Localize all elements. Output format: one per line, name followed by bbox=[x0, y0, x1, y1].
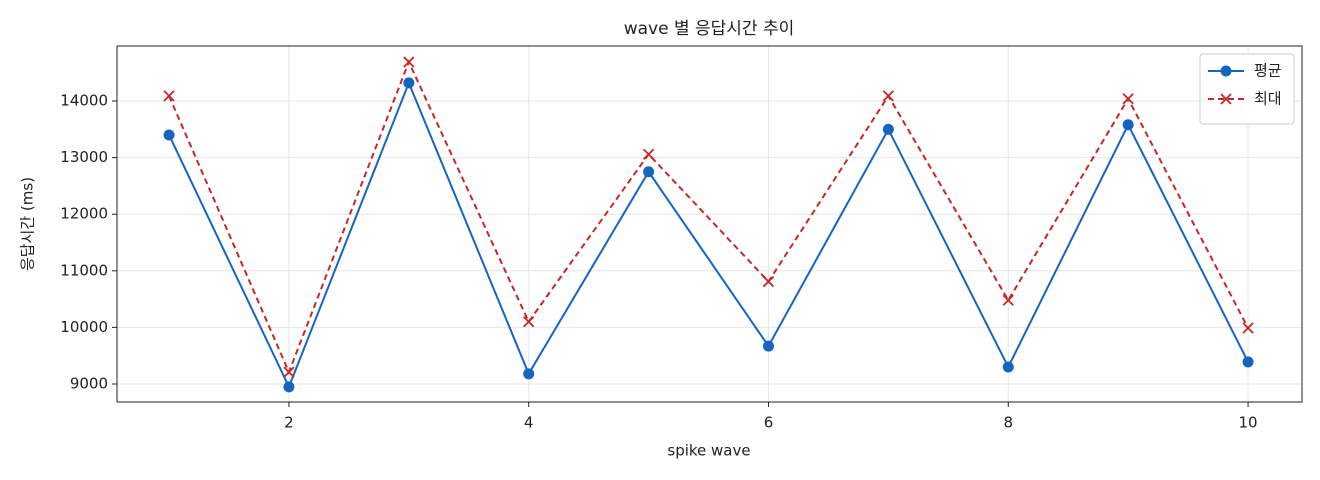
legend-marker bbox=[1220, 65, 1232, 77]
point bbox=[762, 275, 775, 288]
point bbox=[523, 316, 535, 328]
legend-label: 최대 bbox=[1254, 90, 1282, 108]
plot-frame bbox=[116, 45, 1303, 403]
x-tick-label: 2 bbox=[284, 414, 294, 432]
x-tick-label: 4 bbox=[524, 414, 534, 432]
point bbox=[403, 77, 415, 89]
y-tick-label: 11000 bbox=[60, 261, 108, 279]
point bbox=[163, 129, 175, 141]
y-tick-label: 9000 bbox=[70, 375, 108, 393]
y-tick-label: 13000 bbox=[60, 148, 108, 166]
point bbox=[762, 340, 774, 352]
x-tick-label: 10 bbox=[1239, 414, 1258, 432]
point bbox=[1242, 356, 1254, 368]
point bbox=[283, 366, 295, 378]
point bbox=[163, 90, 175, 102]
point bbox=[882, 123, 894, 135]
legend-marker bbox=[1220, 93, 1232, 105]
point bbox=[643, 166, 655, 178]
y-tick-label: 10000 bbox=[60, 318, 108, 336]
point bbox=[882, 90, 895, 102]
y-axis-label: 응답시간 (ms) bbox=[19, 177, 37, 271]
series-line bbox=[168, 59, 1249, 375]
point bbox=[1122, 93, 1134, 105]
point bbox=[523, 368, 535, 380]
y-tick-label: 12000 bbox=[60, 205, 108, 223]
chart-title: wave 별 응답시간 추이 bbox=[624, 19, 795, 39]
x-tick-label: 6 bbox=[764, 414, 774, 432]
x-axis-label: spike wave bbox=[667, 442, 750, 460]
point bbox=[403, 56, 415, 68]
legend-label: 평균 bbox=[1254, 62, 1282, 80]
point bbox=[1002, 294, 1014, 306]
point bbox=[1002, 361, 1014, 373]
y-tick-label: 14000 bbox=[60, 92, 108, 110]
series-line bbox=[168, 80, 1249, 390]
point bbox=[283, 381, 295, 393]
point bbox=[1242, 322, 1254, 334]
point bbox=[642, 148, 655, 160]
point bbox=[1122, 119, 1134, 131]
x-tick-label: 8 bbox=[1003, 414, 1013, 432]
